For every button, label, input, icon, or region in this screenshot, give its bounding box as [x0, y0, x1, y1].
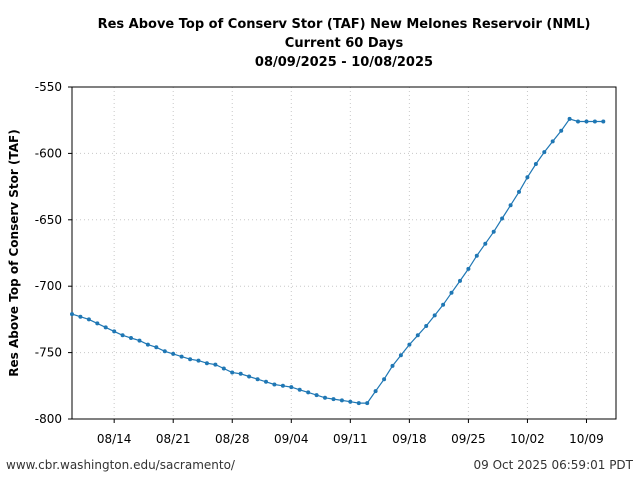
data-point: [171, 351, 176, 356]
footer-url[interactable]: www.cbr.washington.edu/sacramento/: [6, 458, 235, 472]
data-point: [204, 361, 209, 366]
chart-title-line-1: Res Above Top of Conserv Stor (TAF) New …: [98, 17, 591, 32]
data-point: [297, 387, 302, 392]
chart-title-line-2: Current 60 Days: [285, 36, 404, 51]
data-point: [432, 313, 437, 318]
data-point: [188, 357, 193, 362]
x-tick-label: 10/09: [569, 432, 604, 446]
data-point: [162, 349, 167, 354]
data-point: [95, 321, 100, 326]
data-point: [331, 397, 336, 402]
data-point: [86, 317, 91, 322]
data-point: [559, 128, 564, 133]
data-point: [112, 329, 117, 334]
data-point: [230, 370, 235, 375]
data-point: [179, 354, 184, 359]
y-tick-label: -600: [35, 146, 62, 160]
data-point: [323, 395, 327, 400]
y-tick-label: -750: [35, 346, 62, 360]
x-tick-label: 08/14: [97, 432, 132, 446]
y-axis-label: Res Above Top of Conserv Stor (TAF): [7, 129, 21, 376]
data-point: [365, 401, 370, 406]
data-point: [78, 314, 83, 319]
data-point: [500, 216, 505, 221]
x-tick-label: 08/28: [215, 432, 250, 446]
y-axis: -550 -600 -650 -700 -750 -800: [35, 80, 72, 426]
data-point: [592, 119, 597, 124]
data-point: [120, 333, 125, 338]
data-point: [373, 389, 378, 394]
x-tick-label: 10/02: [510, 432, 545, 446]
chart-title-line-3: 08/09/2025 - 10/08/2025: [255, 55, 433, 70]
data-point: [449, 290, 454, 295]
data-point: [348, 399, 353, 404]
y-tick-label: -550: [35, 80, 62, 94]
data-point: [255, 377, 260, 382]
data-point: [382, 377, 387, 382]
x-tick-label: 09/25: [451, 432, 486, 446]
data-point: [533, 162, 538, 166]
data-point: [213, 362, 218, 367]
data-point: [390, 363, 395, 368]
data-point: [103, 325, 108, 330]
data-point: [70, 312, 74, 317]
footer-timestamp: 09 Oct 2025 06:59:01 PDT: [473, 458, 633, 472]
data-point: [491, 229, 496, 234]
data-point: [483, 241, 488, 246]
data-point: [280, 383, 285, 388]
grid: [72, 87, 616, 419]
x-tick-label: 08/21: [156, 432, 191, 446]
data-point: [508, 203, 513, 208]
data-point: [238, 371, 243, 376]
data-point: [525, 175, 530, 180]
data-point: [474, 253, 479, 258]
data-point: [601, 119, 606, 124]
data-point: [247, 374, 252, 379]
data-point: [517, 189, 521, 194]
data-point: [542, 150, 547, 155]
data-point: [339, 398, 344, 403]
data-point: [272, 382, 277, 387]
data-point: [584, 119, 589, 124]
data-point: [129, 336, 133, 340]
data-series: [70, 116, 606, 406]
data-point: [407, 342, 412, 347]
data-point: [154, 345, 159, 350]
data-point: [550, 139, 555, 144]
data-point: [196, 358, 201, 363]
data-point: [221, 366, 226, 371]
data-point: [466, 266, 471, 271]
data-point: [314, 393, 319, 398]
x-tick-label: 09/04: [274, 432, 309, 446]
chart-title: Res Above Top of Conserv Stor (TAF) New …: [98, 17, 591, 70]
data-point: [567, 116, 572, 121]
data-point: [576, 119, 580, 124]
data-point: [137, 338, 142, 343]
series-line: [71, 118, 604, 404]
x-axis: 08/14 08/21 08/28 09/04 09/11 09/18 09/25 10/02…: [97, 419, 604, 446]
y-tick-label: -800: [35, 412, 62, 426]
y-tick-label: -650: [35, 213, 62, 227]
data-point: [289, 385, 294, 390]
data-point: [264, 379, 268, 384]
plot-frame: [71, 86, 617, 420]
data-point: [356, 401, 361, 406]
data-point: [415, 333, 420, 338]
data-point: [441, 302, 446, 307]
data-point: [424, 324, 429, 328]
y-tick-label: -700: [35, 279, 62, 293]
x-tick-label: 09/11: [333, 432, 368, 446]
data-point: [306, 390, 311, 395]
data-point: [145, 342, 150, 347]
x-tick-label: 09/18: [392, 432, 427, 446]
data-point: [398, 353, 403, 358]
data-point: [458, 278, 462, 283]
